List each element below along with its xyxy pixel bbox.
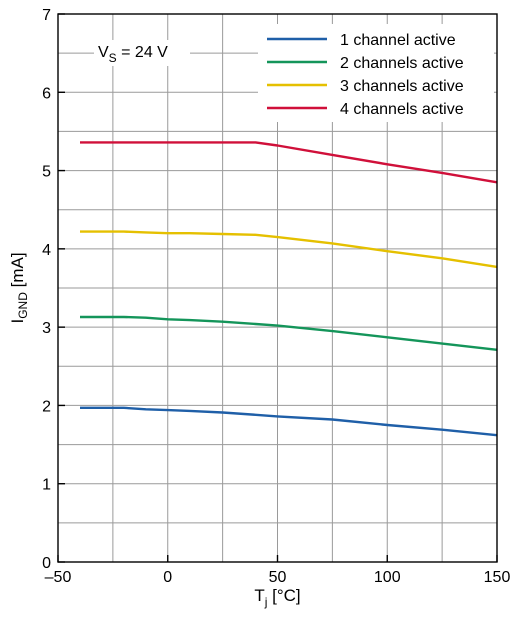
x-tick-label: 0 [163, 569, 172, 586]
y-tick-label: 6 [42, 85, 51, 102]
y-axis-label: IGND [mA] [8, 252, 30, 323]
y-axis-label-unit: [mA] [8, 252, 27, 292]
series-line-3 [80, 230, 498, 269]
y-tick-label: 4 [42, 242, 51, 259]
legend: 1 channel active 2 channels active 3 chann… [258, 24, 494, 122]
y-tick-label: 5 [42, 164, 51, 181]
series-line-4 [80, 141, 498, 184]
x-axis-label-sub: j [264, 595, 268, 609]
legend-label: 2 channels active [340, 55, 464, 72]
annotation-background [94, 40, 190, 66]
annotation-main: V [98, 44, 109, 61]
x-axis-label-unit: [°C] [267, 586, 300, 605]
x-tick-label: 150 [484, 569, 511, 586]
legend-background [258, 24, 494, 122]
legend-label: 3 channels active [340, 78, 464, 95]
x-axis-label: Tj [°C] [254, 586, 300, 609]
annotation-sub: S [109, 51, 117, 65]
x-tick-label: 50 [269, 569, 287, 586]
y-axis-label-sub: GND [16, 292, 30, 319]
annotation-rest: = 24 V [117, 44, 168, 61]
legend-label: 4 channels active [340, 101, 464, 118]
y-tick-label: 1 [42, 477, 51, 494]
y-tick-label: 3 [42, 320, 51, 337]
legend-label: 1 channel active [340, 32, 456, 49]
supply-voltage-annotation: VS = 24 V [98, 44, 168, 65]
y-tick-label: 0 [42, 555, 51, 572]
x-tick-label: 100 [374, 569, 401, 586]
y-axis-label-main: I [8, 319, 27, 324]
y-tick-label: 7 [42, 7, 51, 24]
axis-ticks [57, 13, 498, 563]
x-axis-label-main: T [254, 586, 264, 605]
x-tick-label: –50 [45, 569, 72, 586]
series-line-1 [80, 406, 498, 437]
series-lines [80, 141, 498, 437]
series-line-2 [80, 315, 498, 351]
y-tick-label: 2 [42, 398, 51, 415]
